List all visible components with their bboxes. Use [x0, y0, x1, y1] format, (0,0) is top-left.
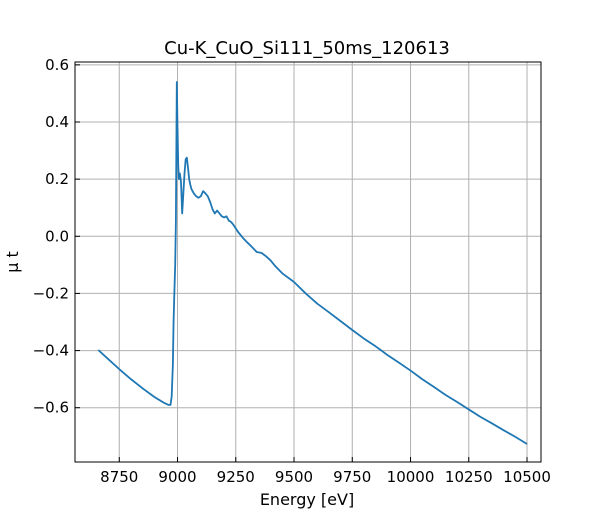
grid — [75, 62, 541, 462]
series-line — [97, 81, 528, 445]
x-tick-label: 10500 — [503, 468, 551, 486]
x-tick-label: 9750 — [333, 468, 371, 486]
y-tick-label: 0.4 — [45, 113, 69, 131]
x-tick-label: 10000 — [387, 468, 435, 486]
chart-title: Cu-K_CuO_Si111_50ms_120613 — [164, 38, 450, 59]
axis-ticks: 8750 9000 9250 9500 9750 10000 10250 10500 −0.6 −… — [33, 56, 551, 486]
x-tick-label: 9000 — [158, 468, 196, 486]
y-tick-label: 0.6 — [45, 56, 69, 74]
y-axis-label: μ t — [3, 251, 22, 273]
y-tick-label: −0.4 — [33, 342, 69, 360]
y-tick-label: −0.2 — [33, 284, 69, 302]
x-tick-label: 8750 — [100, 468, 138, 486]
x-tick-label: 9250 — [217, 468, 255, 486]
y-tick-label: 0.0 — [45, 227, 69, 245]
x-tick-label: 10250 — [445, 468, 493, 486]
x-tick-label: 9500 — [275, 468, 313, 486]
y-tick-label: −0.6 — [33, 399, 69, 417]
plot-frame — [74, 61, 542, 463]
plot-area — [97, 81, 528, 445]
y-tick-label: 0.2 — [45, 170, 69, 188]
x-axis-label: Energy [eV] — [260, 490, 354, 509]
